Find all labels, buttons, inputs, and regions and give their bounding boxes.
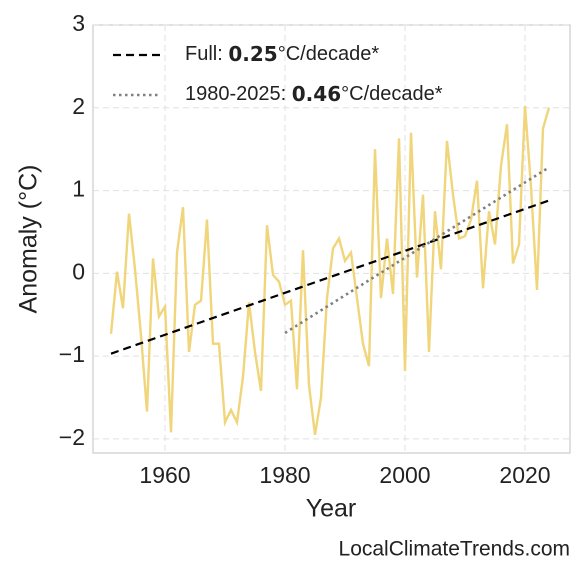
y-tick-label: 1	[72, 176, 85, 202]
line-series	[109, 106, 551, 435]
line-series	[284, 166, 550, 335]
legend-text: °C/decade*	[341, 83, 443, 105]
legend-text: °C/decade*	[278, 43, 380, 65]
plot-frame	[92, 24, 571, 454]
y-tick-label: 2	[72, 93, 85, 119]
legend-text: Full:	[185, 43, 228, 65]
y-axis-label: Anomaly (°C)	[15, 165, 43, 314]
y-tick-label: −1	[59, 341, 85, 367]
legend-text: 0.46	[292, 82, 341, 106]
y-tick-label: 0	[72, 258, 85, 284]
x-tick-label: 1980	[259, 462, 310, 488]
legend-entry: 1980-2025: 0.46°C/decade*	[185, 82, 443, 106]
y-tick-label: −2	[59, 424, 85, 450]
y-tick-label: 3	[72, 10, 85, 36]
legend-entry: Full: 0.25°C/decade*	[185, 42, 379, 66]
x-axis-label: Year	[306, 495, 357, 523]
x-tick-label: 1960	[139, 462, 190, 488]
x-tick-label: 2020	[499, 462, 550, 488]
legend-text: 1980-2025:	[185, 83, 292, 105]
legend-text: 0.25	[228, 42, 277, 66]
source: LocalClimateTrends.com	[339, 538, 570, 561]
x-tick-label: 2000	[379, 462, 430, 488]
